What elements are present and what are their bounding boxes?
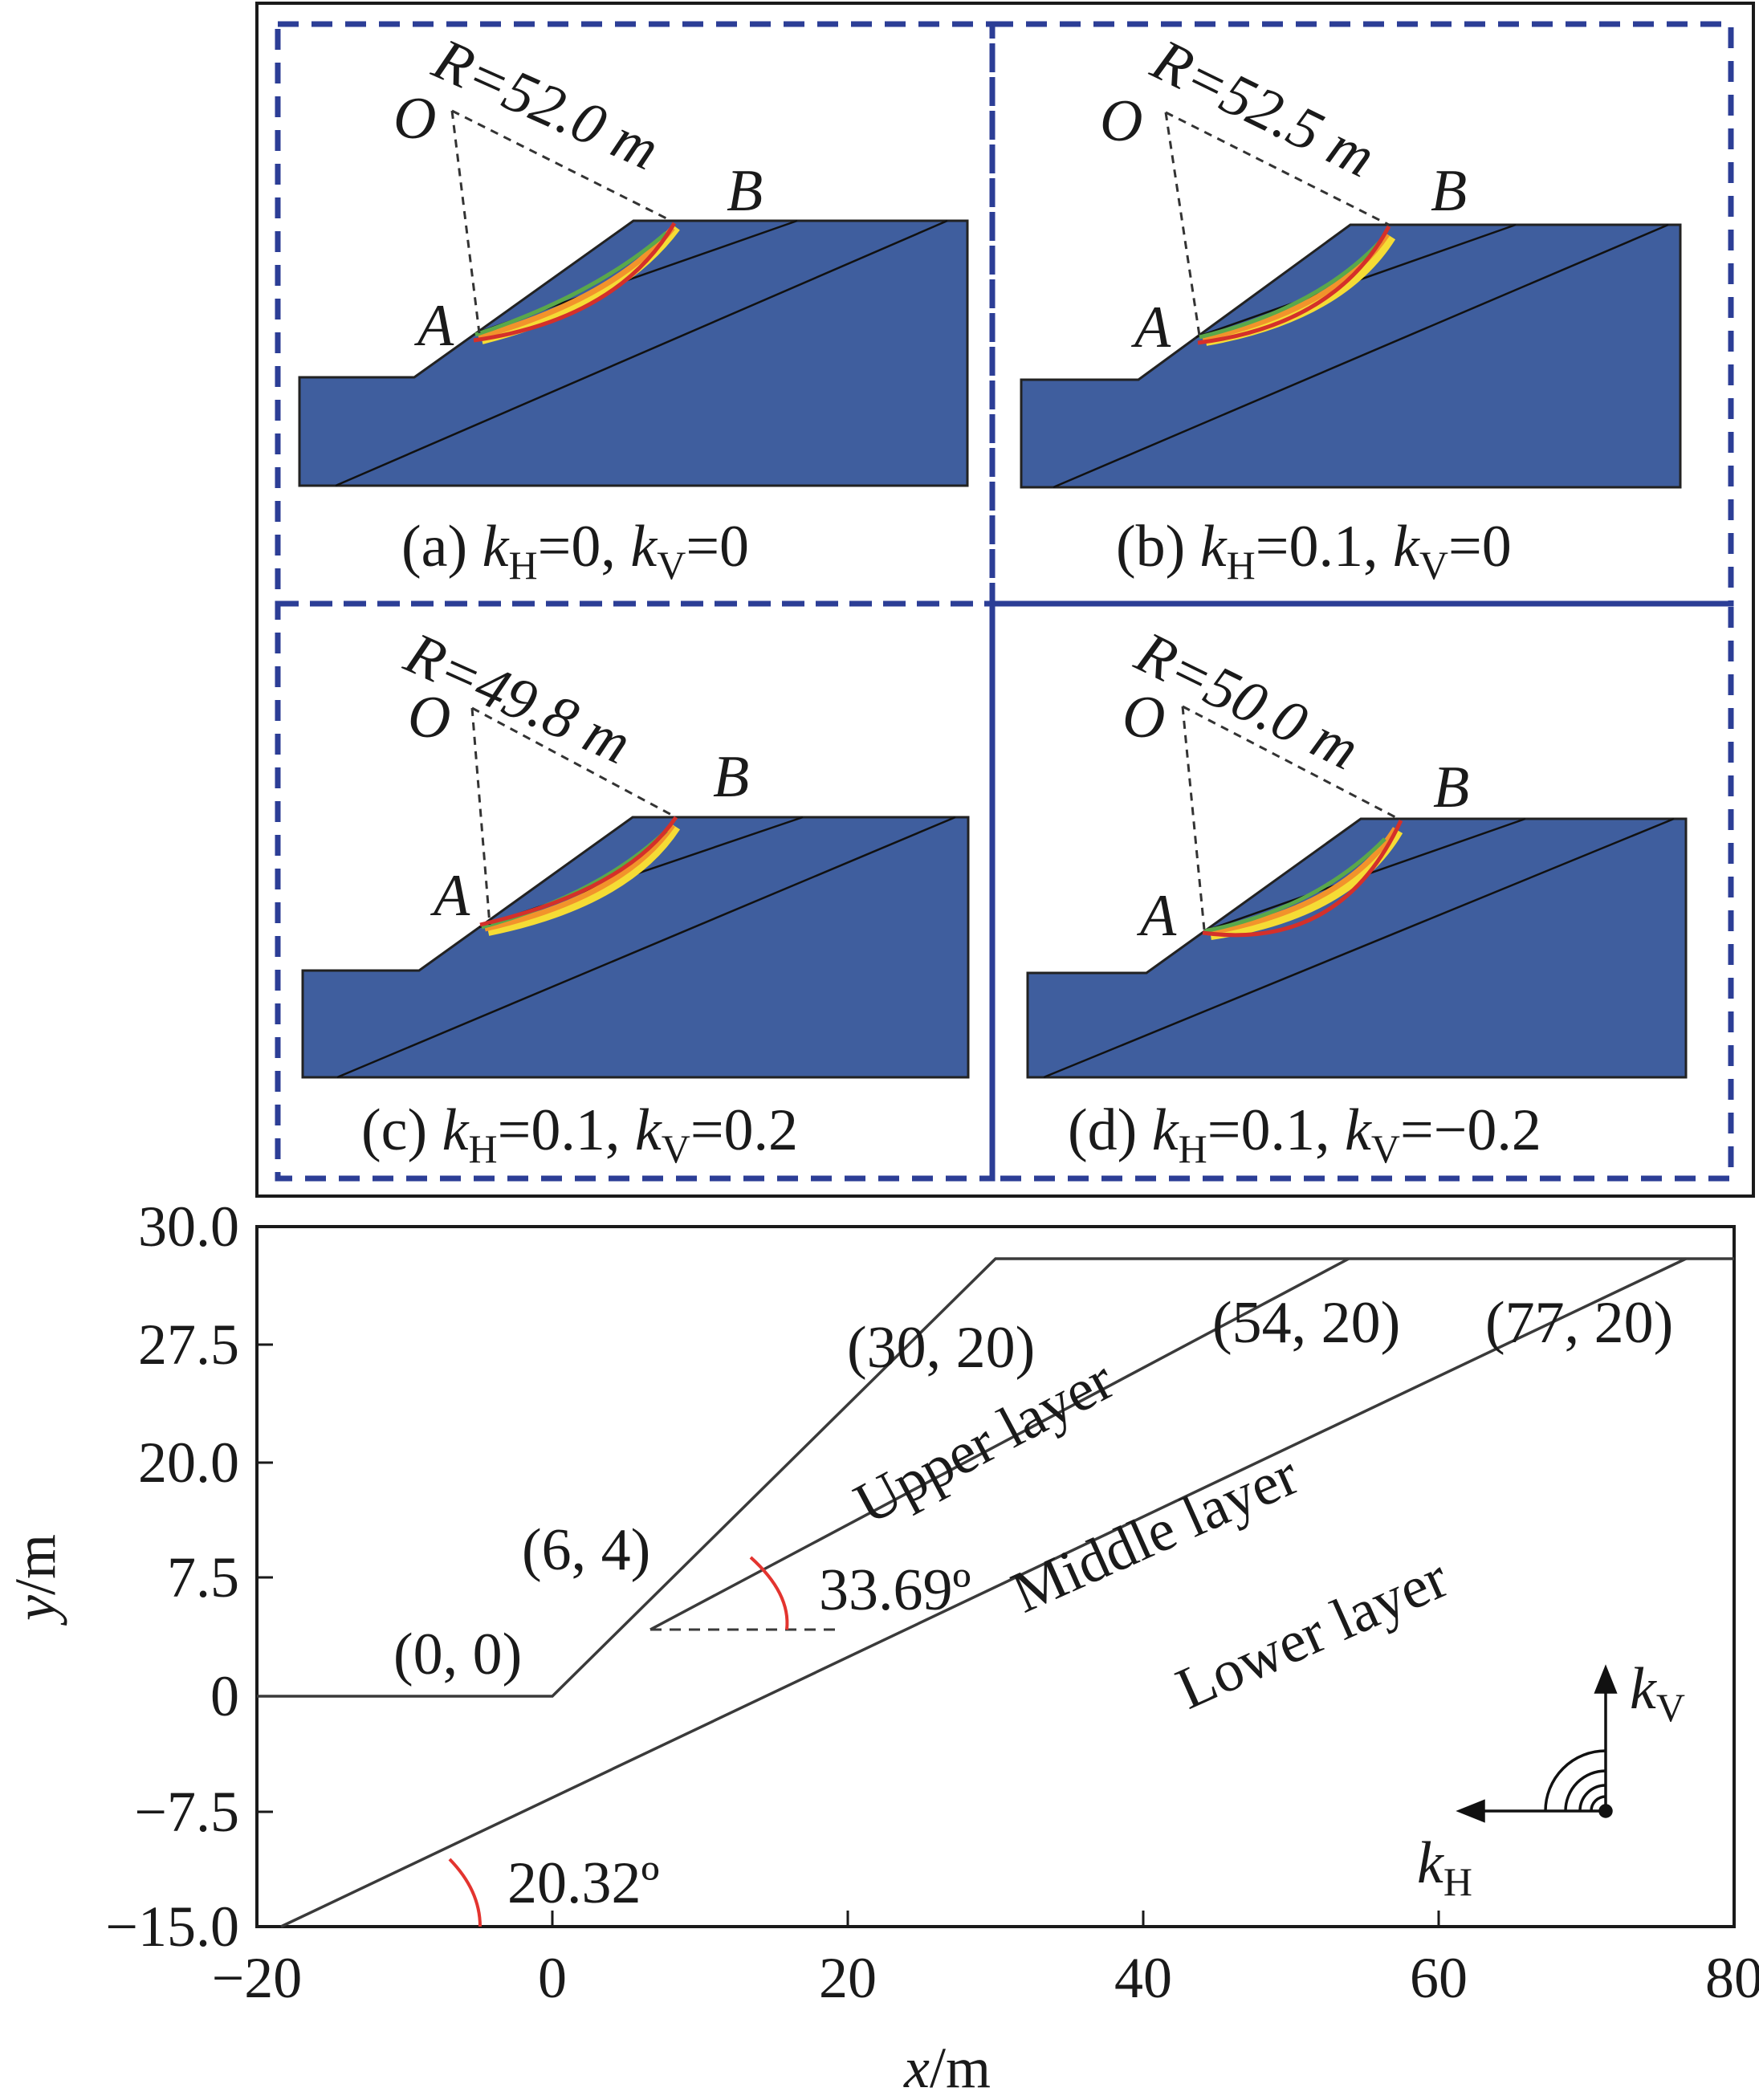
angle-arc-20-32: [448, 1858, 482, 1927]
panel-caption: (d) kH=0.1, kV=−0.2: [1068, 1097, 1541, 1171]
point-label: (6, 4): [522, 1517, 650, 1583]
point-a-label: A: [1130, 295, 1171, 360]
x-tick-label: 60: [1410, 1946, 1468, 2010]
panel-caption: (a) kH=0, kV=0: [401, 514, 749, 588]
point-a-label: A: [413, 293, 454, 359]
geometry-plot: 30.0 27.5 20.0 7.5 0 −7.5 −15.0 −20 0 20…: [3, 1194, 1759, 2100]
slip-surface-orange: [1207, 827, 1398, 936]
point-a-label: A: [430, 863, 470, 929]
radius-label: R=52.5 m: [1142, 26, 1385, 190]
point-o-label: O: [393, 86, 436, 152]
wave-arc: [1590, 1795, 1606, 1812]
point-b-label: B: [1431, 158, 1467, 224]
y-tick-label: 0: [210, 1664, 239, 1728]
slope-section-a: [298, 219, 969, 487]
y-tick-label: 27.5: [138, 1312, 239, 1377]
point-label: (0, 0): [393, 1622, 522, 1687]
point-label: (54, 20): [1212, 1290, 1400, 1356]
radius-line-oa: [470, 707, 491, 926]
panels-group: R=52.0 m O B A (a) kH=0, kV=0 R=52.5 m O…: [255, 2, 1755, 1198]
x-tick-label: 0: [538, 1946, 567, 2010]
seismic-load-symbol: [1456, 1664, 1618, 1823]
kh-label: kH: [1417, 1830, 1472, 1904]
panel-caption: (b) kH=0.1, kV=0: [1116, 514, 1512, 588]
point-label: (77, 20): [1485, 1290, 1673, 1356]
slip-surface-red: [473, 222, 677, 343]
x-tick-label: −20: [212, 1946, 303, 2010]
panel-b: R=52.5 m O B A (b) kH=0.1, kV=0: [1020, 26, 1682, 588]
wave-arc: [1544, 1749, 1606, 1812]
layer-boundary-lower: [336, 816, 956, 1079]
point-o-label: O: [1122, 685, 1165, 751]
point-b-label: B: [1433, 755, 1469, 820]
radius-line-ob: [1165, 111, 1390, 226]
radius-line-ob: [1182, 705, 1399, 820]
panel-d: R=50.0 m O B A (d) kH=0.1, kV=−0.2: [1026, 619, 1688, 1171]
point-o-label: O: [408, 685, 450, 751]
slip-surface-red: [1202, 819, 1403, 938]
wave-arc: [1578, 1784, 1606, 1812]
panel-caption: (c) kH=0.1, kV=0.2: [361, 1097, 798, 1171]
layer-label-middle: Middle layer: [1003, 1442, 1309, 1626]
slip-surface-green: [474, 231, 668, 337]
x-tick-label: 20: [819, 1946, 877, 2010]
slip-surface-red: [1197, 225, 1391, 345]
kh-arrow-head: [1456, 1799, 1485, 1823]
panel-a: R=52.0 m O B A (a) kH=0, kV=0: [298, 26, 969, 588]
radius-line-ob: [471, 706, 677, 819]
upper-middle-boundary: [649, 1257, 1350, 1631]
angle-arc-33-69: [749, 1556, 789, 1630]
y-axis-ticks: [257, 1225, 273, 1928]
point-b-label: B: [727, 158, 763, 224]
kv-arrow-head: [1594, 1664, 1618, 1694]
y-axis-title: y/m: [3, 1534, 67, 1626]
panels-frame: [255, 2, 1755, 1198]
point-o-label: O: [1100, 88, 1142, 154]
x-tick-label: 40: [1114, 1946, 1172, 2010]
slip-surface-red: [479, 816, 678, 927]
x-tick-label: 80: [1705, 1946, 1759, 2010]
radius-line-ob: [451, 109, 672, 222]
x-tick-labels: −20 0 20 40 60 80: [212, 1946, 1759, 2010]
panel-dash-borders: [275, 21, 1734, 1182]
layer-label-lower: Lower layer: [1167, 1544, 1458, 1722]
y-tick-label: −7.5: [134, 1780, 239, 1844]
y-tick-labels: 30.0 27.5 20.0 7.5 0 −7.5 −15.0: [105, 1194, 239, 1959]
y-tick-label: −15.0: [105, 1894, 239, 1959]
angle-label-20-32: 20.32º: [507, 1850, 659, 1916]
layer-boundary-lower: [1043, 817, 1675, 1079]
slope-section-b: [1020, 223, 1682, 489]
load-origin-dot: [1598, 1804, 1613, 1818]
layer-labels: Upper layer Middle layer Lower layer: [844, 1347, 1457, 1723]
point-label: (30, 20): [847, 1315, 1035, 1381]
slip-surface-orange: [484, 823, 675, 932]
slip-surface-green: [1203, 837, 1386, 934]
point-labels: (0, 0) (6, 4) (30, 20) (54, 20) (77, 20): [393, 1290, 1673, 1687]
middle-lower-boundary: [280, 1257, 1687, 1928]
slip-surface-green: [1199, 239, 1382, 340]
layer-boundary-lower: [1053, 223, 1669, 489]
y-tick-label: 20.0: [138, 1431, 239, 1495]
wave-arc: [1564, 1769, 1606, 1812]
angle-label-33-69: 33.69º: [819, 1557, 971, 1623]
layer-boundary-lower: [335, 219, 948, 487]
slip-surface-orange: [478, 226, 675, 340]
panel-c: R=49.8 m O B A (c) kH=0.1, kV=0.2: [301, 620, 970, 1171]
radius-line-oa: [1181, 706, 1206, 930]
radius-line-oa: [1164, 112, 1201, 336]
y-tick-label: 7.5: [167, 1545, 239, 1610]
radius-label: R=52.0 m: [423, 26, 668, 183]
kv-label: kV: [1630, 1656, 1685, 1730]
point-a-label: A: [1136, 883, 1177, 949]
x-axis-title: x/m: [903, 2036, 991, 2100]
radius-line-oa: [450, 110, 481, 334]
slip-surface-yellow: [487, 824, 681, 936]
ground-surface: [257, 1257, 1734, 1698]
y-tick-label: 30.0: [138, 1194, 239, 1259]
point-b-label: B: [713, 744, 749, 810]
x-axis-ticks: [255, 1911, 1736, 1927]
slope-profile-lines: [257, 1257, 1734, 1928]
